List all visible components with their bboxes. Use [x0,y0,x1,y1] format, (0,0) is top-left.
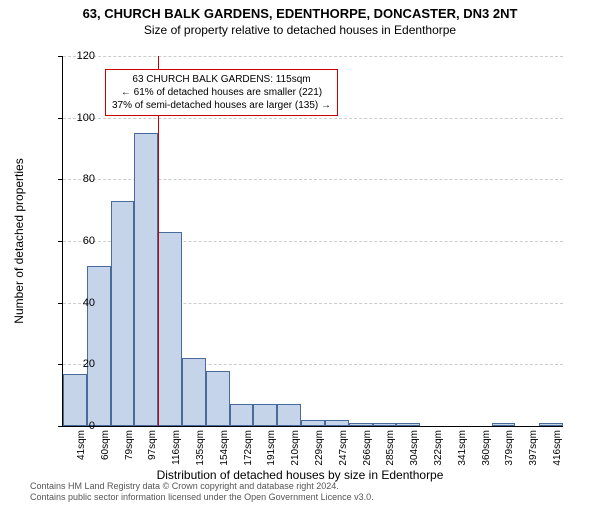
histogram-bar [277,404,301,426]
x-tick-label: 285sqm [385,430,396,480]
y-axis-label: Number of detached properties [12,158,26,323]
histogram-bar [325,420,349,426]
histogram-bar [539,423,563,426]
x-tick-label: 304sqm [409,430,420,480]
footer-line1: Contains HM Land Registry data © Crown c… [30,481,374,492]
histogram-bar [134,133,158,426]
y-tick-mark [58,426,63,427]
histogram-bar [396,423,420,426]
x-tick-label: 41sqm [76,430,87,480]
chart-title-sub: Size of property relative to detached ho… [0,23,600,37]
y-tick-label: 80 [65,173,95,185]
x-tick-label: 97sqm [147,430,158,480]
chart-title-main: 63, CHURCH BALK GARDENS, EDENTHORPE, DON… [0,6,600,21]
histogram-bar [492,423,516,426]
x-tick-label: 266sqm [362,430,373,480]
histogram-bar [301,420,325,426]
y-tick-mark [58,56,63,57]
x-tick-label: 397sqm [528,430,539,480]
x-tick-label: 210sqm [290,430,301,480]
y-tick-mark [58,241,63,242]
y-tick-label: 100 [65,112,95,124]
y-tick-mark [58,303,63,304]
histogram-bar [206,371,230,427]
x-tick-label: 172sqm [243,430,254,480]
y-tick-label: 40 [65,297,95,309]
histogram-bar [87,266,111,426]
x-tick-label: 416sqm [552,430,563,480]
x-tick-label: 116sqm [171,430,182,480]
histogram-bar [111,201,135,426]
histogram-bar [182,358,206,426]
y-tick-mark [58,179,63,180]
x-tick-label: 135sqm [195,430,206,480]
x-tick-label: 379sqm [504,430,515,480]
grid-line [63,56,563,57]
footer-line2: Contains public sector information licen… [30,492,374,503]
histogram-bar [230,404,254,426]
histogram-bar [158,232,182,426]
x-tick-label: 191sqm [266,430,277,480]
y-tick-mark [58,118,63,119]
histogram-bar [63,374,87,426]
x-tick-label: 229sqm [314,430,325,480]
y-tick-label: 120 [65,50,95,62]
histogram-bar [253,404,277,426]
x-tick-label: 360sqm [481,430,492,480]
info-box-line2: ← 61% of detached houses are smaller (22… [112,86,331,99]
y-tick-label: 60 [65,235,95,247]
x-tick-label: 154sqm [219,430,230,480]
grid-line [63,118,563,119]
x-tick-label: 247sqm [338,430,349,480]
x-tick-label: 322sqm [433,430,444,480]
info-box-line3: 37% of semi-detached houses are larger (… [112,99,331,112]
info-box-line1: 63 CHURCH BALK GARDENS: 115sqm [112,73,331,86]
x-tick-label: 341sqm [457,430,468,480]
histogram-bar [349,423,373,426]
info-box: 63 CHURCH BALK GARDENS: 115sqm← 61% of d… [105,69,338,116]
x-tick-label: 60sqm [100,430,111,480]
y-tick-mark [58,364,63,365]
histogram-bar [373,423,397,426]
y-tick-label: 20 [65,358,95,370]
x-tick-label: 79sqm [124,430,135,480]
